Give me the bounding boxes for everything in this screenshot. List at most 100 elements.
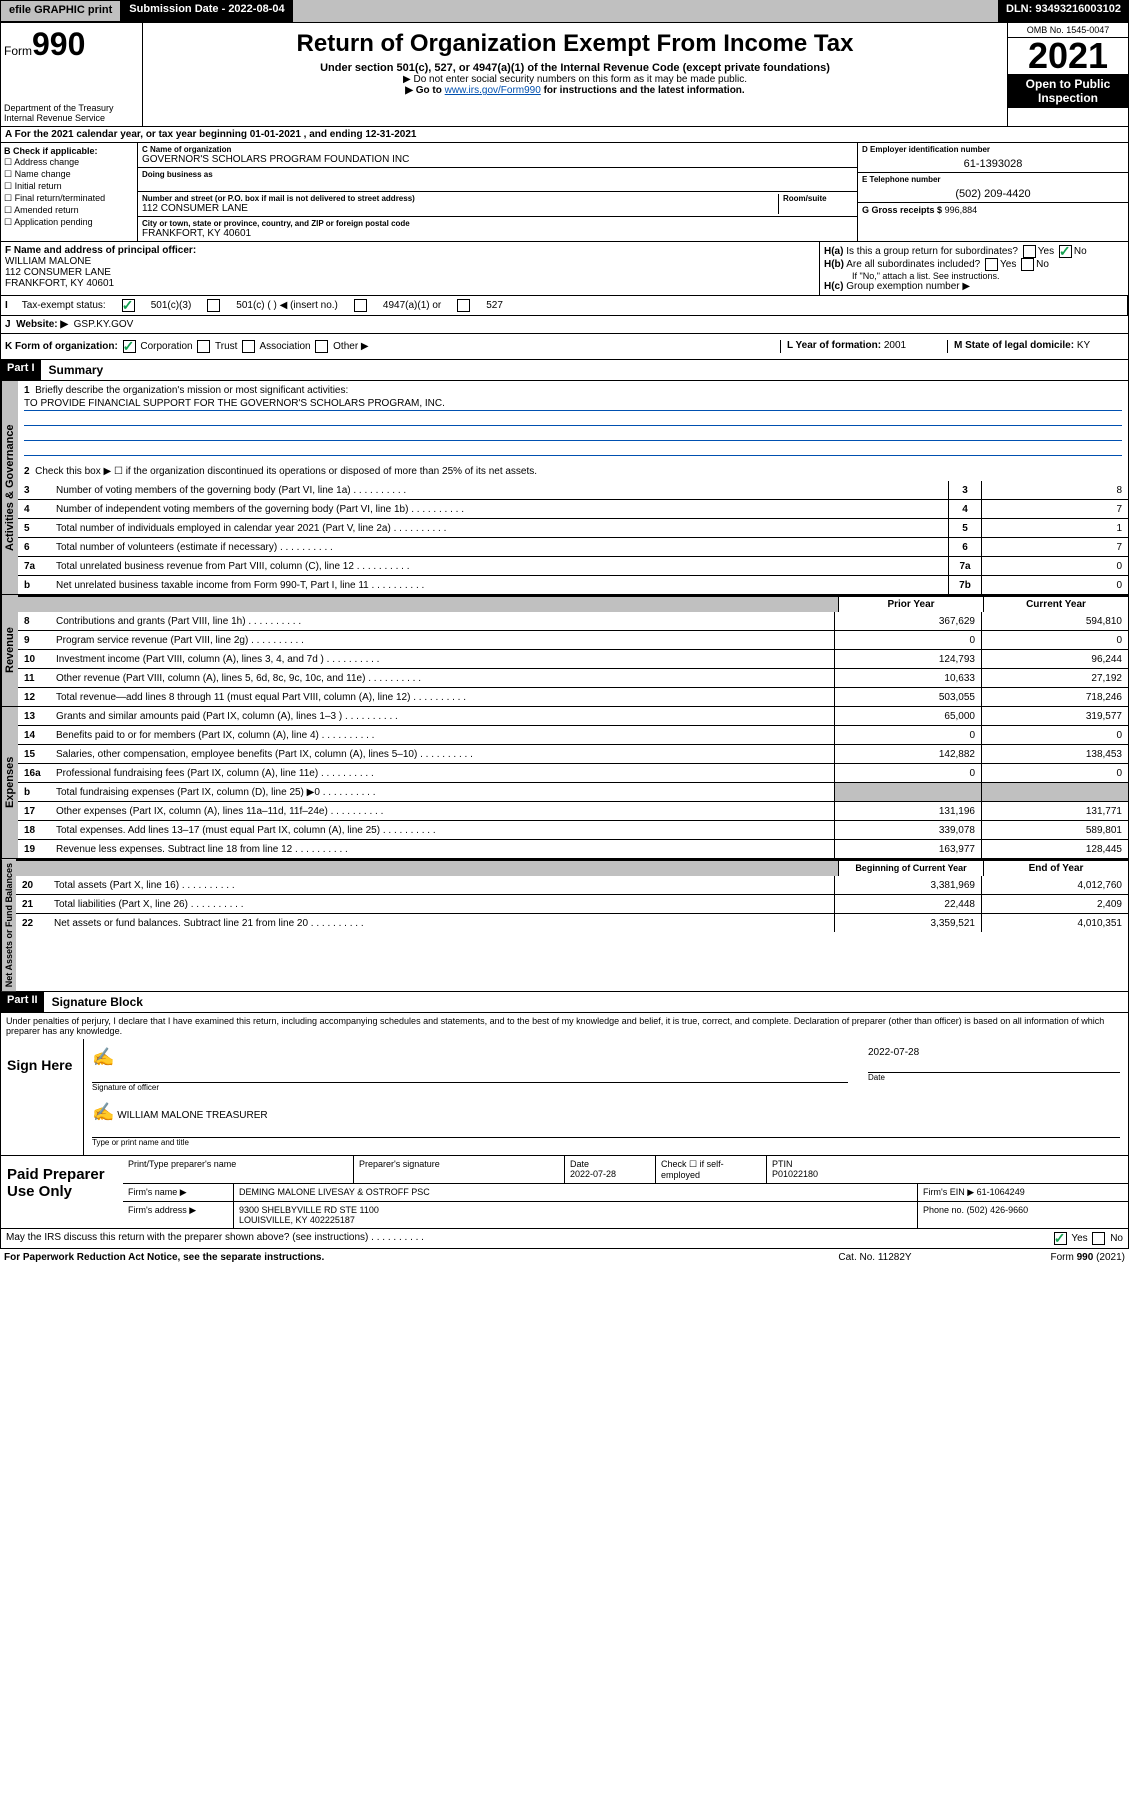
discuss-yes[interactable] [1054, 1232, 1067, 1245]
prior-year-hdr: Prior Year [838, 597, 983, 612]
col-b: B Check if applicable: ☐ Address change … [1, 143, 138, 241]
firm-ein: 61-1064249 [977, 1187, 1025, 1197]
paperwork: For Paperwork Reduction Act Notice, see … [4, 1252, 775, 1263]
chk-pending[interactable]: ☐ Application pending [4, 217, 134, 228]
mission-text: TO PROVIDE FINANCIAL SUPPORT FOR THE GOV… [24, 398, 1122, 411]
form-ref: Form 990 (2021) [975, 1252, 1125, 1263]
prep-h2: Preparer's signature [354, 1156, 565, 1183]
k-trust[interactable] [197, 340, 210, 353]
city: FRANKFORT, KY 40601 [142, 228, 853, 239]
chk-name[interactable]: ☐ Name change [4, 169, 134, 180]
line-row: 3Number of voting members of the governi… [18, 481, 1128, 499]
hc-label: Group exemption number ▶ [846, 281, 970, 292]
revenue-block: Revenue b Prior Year Current Year 8Contr… [0, 595, 1129, 707]
b-label: B Check if applicable: [4, 146, 98, 156]
part1-title: Summary [41, 360, 112, 380]
cat-no: Cat. No. 11282Y [775, 1252, 975, 1263]
tab-expenses: Expenses [1, 707, 18, 858]
part2-label: Part II [1, 992, 44, 1012]
line-row: 13Grants and similar amounts paid (Part … [18, 707, 1128, 725]
k-corp[interactable] [123, 340, 136, 353]
c-name: GOVERNOR'S SCHOLARS PROGRAM FOUNDATION I… [142, 154, 853, 165]
header-left: Form990 Department of the Treasury Inter… [1, 23, 143, 126]
line-row: 5Total number of individuals employed in… [18, 518, 1128, 537]
d-ein: 61-1393028 [862, 158, 1124, 170]
row-k: K Form of organization: Corporation Trus… [0, 334, 1129, 360]
hb-yes[interactable] [985, 258, 998, 271]
city-label: City or town, state or province, country… [142, 219, 853, 228]
expenses-block: Expenses 13Grants and similar amounts pa… [0, 707, 1129, 859]
k-other[interactable] [315, 340, 328, 353]
i-527[interactable] [457, 299, 470, 312]
ha-yes[interactable] [1023, 245, 1036, 258]
line-row: 12Total revenue—add lines 8 through 11 (… [18, 687, 1128, 706]
top-bar: efile GRAPHIC print Submission Date - 20… [0, 0, 1129, 22]
i-4947[interactable] [354, 299, 367, 312]
prep-selfemp[interactable]: Check ☐ if self-employed [656, 1156, 767, 1183]
firm-city: LOUISVILLE, KY 402225187 [239, 1215, 355, 1225]
e-label: E Telephone number [862, 175, 1124, 184]
i-501c3[interactable] [122, 299, 135, 312]
i-501c[interactable] [207, 299, 220, 312]
col-deg: D Employer identification number 61-1393… [857, 143, 1128, 241]
c-name-label: C Name of organization [142, 145, 853, 154]
mission-line3 [24, 428, 1122, 441]
spacer [293, 0, 998, 22]
firm-phone: (502) 426-9660 [967, 1205, 1029, 1215]
form-label: Form [4, 44, 32, 58]
firm-label: Firm's name ▶ [123, 1184, 234, 1201]
mission-line4 [24, 443, 1122, 456]
line-row: bNet unrelated business taxable income f… [18, 575, 1128, 594]
net-block: Net Assets or Fund Balances Beginning of… [0, 859, 1129, 992]
line-row: 19Revenue less expenses. Subtract line 1… [18, 839, 1128, 858]
irs-link[interactable]: www.irs.gov/Form990 [445, 85, 541, 96]
hb-label: Are all subordinates included? [846, 259, 980, 270]
col-c: C Name of organization GOVERNOR'S SCHOLA… [138, 143, 857, 241]
line-row: 6Total number of volunteers (estimate if… [18, 537, 1128, 556]
begin-year-hdr: Beginning of Current Year [838, 861, 983, 876]
hb-no[interactable] [1021, 258, 1034, 271]
subtitle2: ▶ Do not enter social security numbers o… [146, 74, 1004, 85]
ha-no[interactable] [1059, 245, 1072, 258]
header-mid: Return of Organization Exempt From Incom… [143, 23, 1007, 126]
k-assoc[interactable] [242, 340, 255, 353]
row-i: I Tax-exempt status: 501(c)(3) 501(c) ( … [0, 296, 1129, 316]
chk-address[interactable]: ☐ Address change [4, 157, 134, 168]
prep-h1: Print/Type preparer's name [123, 1156, 354, 1183]
row-f-h: F Name and address of principal officer:… [0, 242, 1129, 296]
line-row: 20Total assets (Part X, line 16)3,381,96… [16, 876, 1128, 894]
efile-btn[interactable]: efile GRAPHIC print [0, 0, 121, 22]
row-j: J Website: ▶ GSP.KY.GOV [0, 316, 1129, 334]
f-city: FRANKFORT, KY 40601 [5, 278, 114, 289]
discuss-no[interactable] [1092, 1232, 1105, 1245]
dln: DLN: 93493216003102 [998, 0, 1129, 22]
dept: Department of the Treasury [4, 103, 139, 113]
tab-net: Net Assets or Fund Balances [1, 859, 16, 991]
line-row: 10Investment income (Part VIII, column (… [18, 649, 1128, 668]
d-label: D Employer identification number [862, 145, 1124, 154]
prep-label: Paid Preparer Use Only [1, 1156, 123, 1228]
chk-amended[interactable]: ☐ Amended return [4, 205, 134, 216]
form-number: 990 [32, 26, 85, 62]
sig-date-val: 2022-07-28 [868, 1047, 1120, 1058]
chk-initial[interactable]: ☐ Initial return [4, 181, 134, 192]
part1-body: Activities & Governance 1 Briefly descri… [0, 381, 1129, 595]
h-block: H(a) Is this a group return for subordin… [820, 242, 1128, 295]
irs: Internal Revenue Service [4, 113, 139, 123]
tab-revenue: Revenue [1, 595, 18, 706]
sig-type-line: Type or print name and title [92, 1137, 1120, 1147]
may-discuss: May the IRS discuss this return with the… [0, 1229, 1129, 1249]
preparer-block: Paid Preparer Use Only Print/Type prepar… [0, 1156, 1129, 1229]
i-label: Tax-exempt status: [22, 300, 106, 311]
subtitle1: Under section 501(c), 527, or 4947(a)(1)… [146, 62, 1004, 74]
j-website[interactable]: GSP.KY.GOV [74, 319, 134, 330]
f-name: WILLIAM MALONE [5, 256, 91, 267]
sig-date-line: Date [868, 1072, 1120, 1082]
line-row: 8Contributions and grants (Part VIII, li… [18, 612, 1128, 630]
chk-final[interactable]: ☐ Final return/terminated [4, 193, 134, 204]
sign-here: Sign Here [1, 1039, 84, 1155]
prep-date: 2022-07-28 [570, 1169, 616, 1179]
part2-title: Signature Block [44, 992, 151, 1012]
room-label: Room/suite [783, 194, 853, 203]
sig-name: WILLIAM MALONE TREASURER [117, 1110, 267, 1121]
